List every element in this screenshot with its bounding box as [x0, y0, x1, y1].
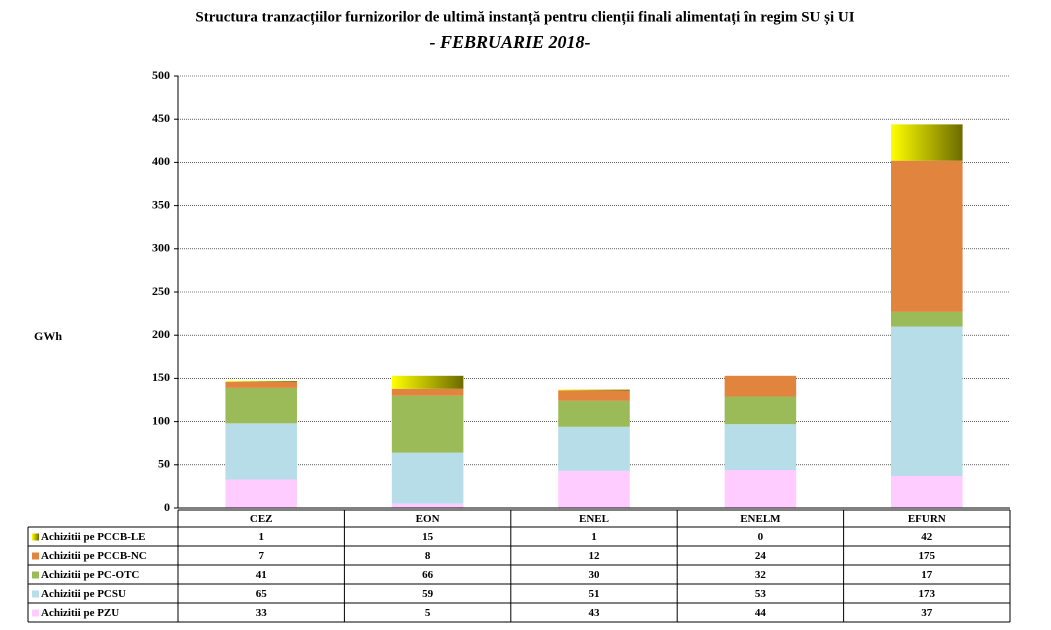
y-tick-label: 350: [152, 197, 170, 211]
bar-segment: [225, 380, 297, 382]
legend-label: Achizitii pe PC-OTC: [41, 569, 139, 581]
chart-title: Structura tranzacțiilor furnizorilor de …: [195, 9, 854, 25]
legend-swatch: [32, 571, 39, 579]
table-value: 17: [921, 569, 933, 581]
legend-swatch: [32, 552, 39, 560]
table-value: 37: [921, 607, 933, 619]
bar-segment: [891, 124, 963, 161]
bar-segment: [558, 400, 630, 427]
x-tick-label: ENEL: [579, 513, 609, 525]
y-tick-label: 100: [152, 413, 170, 427]
y-tick-label: 150: [152, 370, 170, 384]
y-tick-label: 0: [164, 500, 170, 514]
bar-segment: [225, 423, 297, 480]
legend-swatch: [32, 590, 39, 598]
table-value: 7: [258, 550, 264, 562]
bar-segment: [225, 479, 297, 508]
table-value: 12: [589, 550, 601, 562]
table-value: 1: [258, 531, 264, 543]
table-value: 173: [919, 588, 936, 600]
table-value: 15: [422, 531, 434, 543]
bar-segment: [724, 469, 797, 508]
table-value: 175: [919, 550, 936, 562]
bar-segment: [724, 375, 797, 397]
y-axis-label: GWh: [34, 329, 62, 343]
bar-segment: [225, 387, 297, 424]
bar-segment: [891, 326, 963, 477]
table-value: 5: [425, 607, 431, 619]
bar-segment: [558, 390, 630, 401]
bar-segment: [891, 160, 963, 312]
table-value: 51: [589, 588, 600, 600]
table-value: 1: [591, 531, 597, 543]
table-value: 8: [425, 550, 431, 562]
bar-segment: [891, 311, 963, 327]
x-tick-label: EON: [416, 513, 440, 525]
table-value: 44: [755, 607, 767, 619]
chart-subtitle: - FEBRUARIE 2018-: [429, 32, 590, 52]
bar-segment: [724, 424, 797, 470]
table-value: 30: [589, 569, 601, 581]
bar-segment: [724, 396, 797, 425]
bar-segment: [558, 426, 630, 471]
table-value: 33: [256, 607, 268, 619]
bar-segment: [391, 388, 464, 396]
table-value: 32: [755, 569, 767, 581]
x-tick-label: EFURN: [908, 513, 946, 525]
table-value: 59: [422, 588, 434, 600]
bar-segment: [225, 381, 297, 388]
table-value: 65: [256, 588, 268, 600]
y-tick-label: 400: [152, 154, 170, 168]
table-value: 41: [256, 569, 267, 581]
table-value: 43: [589, 607, 601, 619]
legend-label: Achizitii pe PCSU: [41, 588, 126, 600]
bar-segment: [891, 476, 963, 508]
y-tick-label: 200: [152, 327, 170, 341]
y-tick-label: 300: [152, 241, 170, 255]
y-tick-label: 500: [152, 68, 170, 82]
bar-segment: [391, 375, 464, 389]
bar-segment: [391, 395, 464, 453]
legend-label: Achizitii pe PCCB-LE: [41, 531, 146, 543]
legend-swatch: [32, 533, 39, 541]
table-value: 24: [755, 550, 767, 562]
table-value: 0: [758, 531, 764, 543]
table-value: 66: [422, 569, 434, 581]
legend-label: Achizitii pe PZU: [41, 607, 119, 619]
table-value: 53: [755, 588, 767, 600]
y-tick-label: 250: [152, 284, 170, 298]
y-tick-label: 50: [158, 457, 170, 471]
bar-segment: [391, 503, 464, 508]
bar-segment: [391, 452, 464, 504]
y-tick-label: 450: [152, 111, 170, 125]
bar-segment: [558, 470, 630, 508]
x-tick-label: CEZ: [250, 513, 273, 525]
bar-segment: [558, 389, 630, 391]
legend-label: Achizitii pe PCCB-NC: [41, 550, 147, 562]
table-value: 42: [921, 531, 933, 543]
x-tick-label: ENELM: [740, 513, 781, 525]
legend-swatch: [32, 609, 39, 617]
